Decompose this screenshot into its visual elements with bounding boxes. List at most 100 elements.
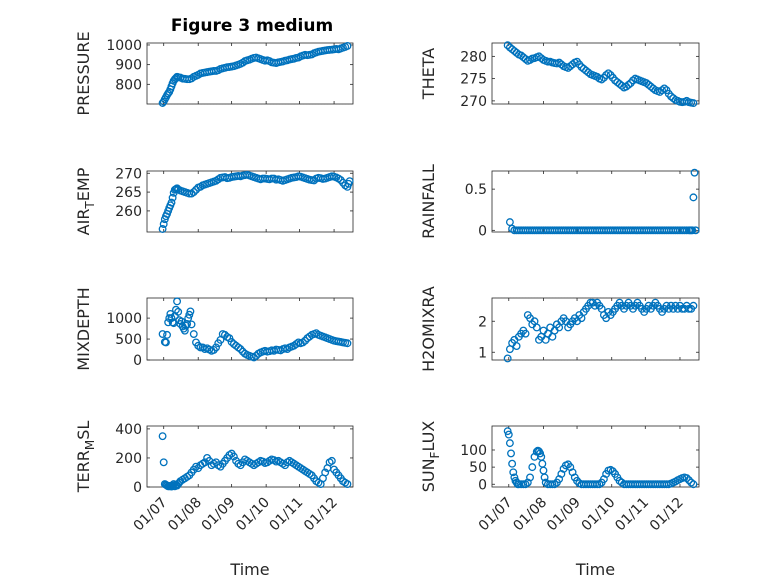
x-tick-label: 01/12 [301, 495, 341, 535]
panel-theta: 270 275 280 THETA [419, 41, 700, 110]
y-tick-label: 900 [115, 58, 142, 74]
y-tick-label: 275 [460, 72, 487, 88]
y-tick-label: 265 [115, 185, 142, 201]
data-point [229, 452, 238, 461]
x-tick-label: 01/12 [647, 495, 687, 535]
y-tick-label: 100 [460, 443, 487, 459]
data-point [593, 480, 602, 489]
y-tick-label: 0.5 [465, 182, 487, 198]
data-point [526, 473, 534, 482]
y-tick-label: 2 [478, 314, 487, 330]
data-point [597, 75, 606, 84]
data-point [689, 193, 698, 202]
data-point [690, 168, 699, 177]
data-point [166, 309, 175, 318]
data-point [682, 474, 691, 483]
y-tick-label: 270 [115, 166, 142, 182]
y-axis-label: THETA [419, 48, 438, 100]
y-axis-label: H2OMIXRA [419, 286, 438, 372]
data-point [158, 225, 167, 233]
panel-terr_msl: 0 200 400 TERRMSL 01/0701/0801/0901/1001/110… [74, 421, 354, 579]
data-point [691, 226, 700, 235]
series-theta [503, 41, 698, 108]
data-point [158, 432, 167, 441]
data-point [689, 301, 698, 310]
data-point [168, 193, 177, 202]
x-tick-label: 01/08 [510, 495, 550, 535]
x-tick-label: 01/07 [131, 495, 171, 535]
y-tick-label: 0 [133, 480, 142, 496]
data-point [532, 323, 541, 332]
x-tick-label: 01/09 [544, 495, 584, 535]
y-axis-label: PRESSURE [74, 31, 93, 115]
data-point [164, 89, 173, 98]
data-point [234, 343, 243, 352]
data-point [504, 430, 513, 439]
series-sun_flux [503, 427, 698, 489]
y-tick-label: 1 [478, 345, 487, 361]
panel-rainfall: 0 0.5 RAINFALL [419, 164, 700, 239]
y-tick-label: 0 [478, 223, 487, 239]
y-tick-label: 260 [115, 204, 142, 220]
series-terr_msl [158, 432, 352, 491]
data-point [548, 480, 557, 489]
data-point [689, 480, 698, 489]
data-point [185, 310, 194, 319]
data-point [174, 307, 183, 316]
y-tick-label: 500 [115, 332, 142, 348]
x-tick-label: 01/11 [612, 495, 652, 535]
y-tick-label: 280 [460, 49, 487, 65]
y-tick-label: 50 [469, 460, 487, 476]
axes-frame [146, 425, 354, 488]
data-point [687, 478, 696, 487]
data-point [200, 458, 209, 467]
data-point [507, 449, 515, 458]
data-point [508, 459, 517, 468]
x-tick-label: 01/07 [476, 495, 516, 535]
data-point [602, 71, 611, 80]
panel-pressure: 800 900 1000 PRESSURE [74, 31, 354, 116]
data-point [189, 188, 198, 197]
data-point [604, 69, 613, 78]
data-point [212, 343, 220, 352]
data-point [298, 338, 307, 347]
data-point [521, 329, 530, 338]
data-point [688, 226, 697, 235]
series-pressure [158, 42, 352, 107]
axes-frame [491, 425, 700, 488]
data-point [321, 468, 330, 477]
data-point [503, 427, 512, 436]
data-point [684, 476, 693, 485]
data-point [172, 305, 180, 314]
y-tick-label: 1000 [106, 38, 142, 54]
data-point [185, 189, 194, 198]
x-tick-label: 01/10 [233, 495, 273, 535]
data-point [519, 480, 528, 489]
x-axis-label: Time [229, 560, 269, 579]
data-point [167, 482, 176, 491]
panel-air_temp: 260 265 270 AIRTEMP [74, 166, 354, 235]
data-point [658, 86, 667, 95]
y-axis-label: TERRMSL [74, 421, 97, 494]
data-point [189, 330, 198, 338]
data-point [595, 480, 604, 489]
data-point [182, 321, 190, 330]
y-tick-label: 0 [133, 353, 142, 369]
series-h2omixra [503, 298, 698, 363]
y-tick-label: 270 [460, 94, 487, 110]
axes-frame [146, 42, 354, 105]
data-point [343, 339, 352, 348]
figure-title: Figure 3 medium [171, 16, 333, 36]
data-point [161, 338, 170, 347]
data-point [536, 449, 545, 458]
data-point [689, 99, 698, 108]
x-tick-label: 01/11 [267, 495, 307, 535]
data-point [505, 218, 514, 227]
y-tick-label: 1000 [106, 311, 142, 327]
y-axis-label: MIXDEPTH [74, 287, 93, 370]
data-point [509, 468, 518, 477]
data-point [540, 473, 549, 482]
data-point [180, 326, 189, 335]
